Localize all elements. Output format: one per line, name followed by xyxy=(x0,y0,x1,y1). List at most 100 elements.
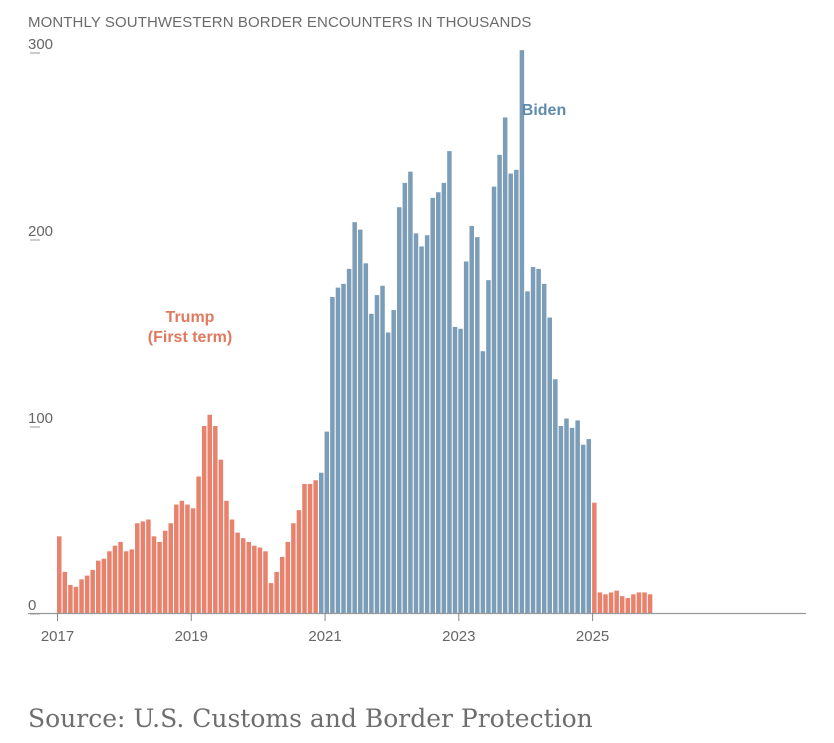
bar xyxy=(252,545,257,613)
bar xyxy=(469,225,474,613)
bar xyxy=(330,296,335,613)
bar xyxy=(625,598,631,613)
bar xyxy=(385,332,391,613)
chart-plot: 0 100 200 300 2017 2019 2021 2023 2025 Trump (Fi… xyxy=(28,36,806,645)
bar xyxy=(279,556,285,613)
bar xyxy=(346,268,352,613)
bar xyxy=(112,545,118,613)
bar xyxy=(447,151,452,614)
bar xyxy=(452,326,458,613)
y-tick-label: 100 xyxy=(28,410,53,427)
bar xyxy=(486,280,491,613)
x-tick-label: 2021 xyxy=(308,628,341,645)
bar xyxy=(201,426,207,613)
bar xyxy=(129,549,134,613)
bar xyxy=(107,551,112,613)
bar xyxy=(580,444,586,613)
bar xyxy=(436,192,441,613)
bar xyxy=(619,596,625,613)
bar xyxy=(123,551,129,613)
bar xyxy=(586,439,592,613)
bar xyxy=(146,519,151,613)
bar xyxy=(140,521,146,613)
bar xyxy=(413,233,419,613)
bar xyxy=(491,186,497,613)
bar xyxy=(291,523,296,613)
bar xyxy=(263,551,268,613)
bar xyxy=(246,541,252,613)
bar xyxy=(614,590,619,613)
x-tick-label: 2019 xyxy=(175,628,208,645)
bar xyxy=(190,508,196,613)
y-tick-label: 0 xyxy=(28,597,36,614)
bar xyxy=(592,502,597,613)
bar xyxy=(536,268,541,613)
bar xyxy=(358,229,363,613)
bar xyxy=(224,500,229,613)
bar xyxy=(235,532,240,613)
bar xyxy=(179,500,185,613)
bar xyxy=(363,263,369,613)
bar xyxy=(441,182,447,613)
bar xyxy=(135,523,140,613)
bar xyxy=(564,418,569,613)
bar xyxy=(541,283,547,613)
bar xyxy=(335,287,341,613)
bar xyxy=(608,592,614,613)
bar xyxy=(313,480,318,613)
x-tick-label: 2017 xyxy=(41,628,74,645)
bar xyxy=(79,579,84,613)
chart-title: MONTHLY SOUTHWESTERN BORDER ENCOUNTERS I… xyxy=(28,14,532,31)
bar xyxy=(419,246,424,614)
bar xyxy=(525,291,530,613)
bar xyxy=(268,583,274,613)
bar xyxy=(324,431,330,613)
annotations: Trump (First term) Biden xyxy=(148,102,566,346)
bar xyxy=(213,426,218,613)
bar xyxy=(274,571,279,613)
bar xyxy=(631,594,636,613)
bar xyxy=(408,171,413,613)
bar xyxy=(207,414,212,613)
bar xyxy=(240,538,246,613)
bar xyxy=(302,483,307,613)
bar xyxy=(369,313,374,613)
bar xyxy=(430,197,435,614)
x-tick-label: 2023 xyxy=(442,628,475,645)
bar xyxy=(519,50,525,613)
bar xyxy=(168,523,173,613)
bar xyxy=(68,584,73,613)
bar xyxy=(642,592,647,613)
bar xyxy=(569,427,575,613)
bar xyxy=(62,571,68,613)
bar xyxy=(96,560,101,613)
bar xyxy=(196,476,201,613)
bar xyxy=(296,510,302,613)
bar xyxy=(502,117,508,613)
bar xyxy=(508,173,513,614)
bar xyxy=(151,536,157,613)
bar xyxy=(352,222,357,614)
y-axis: 0 100 200 300 xyxy=(28,36,53,615)
bar xyxy=(185,504,190,613)
bar xyxy=(218,459,224,613)
bar xyxy=(73,586,79,613)
bar xyxy=(162,530,168,613)
bar xyxy=(402,182,408,613)
bar xyxy=(636,592,642,613)
annotation-biden: Biden xyxy=(522,102,566,119)
bar xyxy=(84,575,90,613)
bar xyxy=(547,317,553,613)
bar xyxy=(391,310,396,613)
x-axis: 2017 2019 2021 2023 2025 xyxy=(41,613,609,645)
bar xyxy=(341,283,346,613)
bar xyxy=(380,285,385,613)
bar xyxy=(575,420,580,613)
bar xyxy=(647,594,653,613)
bar xyxy=(514,169,519,613)
bar xyxy=(397,207,402,613)
bar xyxy=(475,237,480,613)
bar xyxy=(497,154,502,613)
y-tick-label: 200 xyxy=(28,223,53,240)
bar xyxy=(458,328,463,613)
